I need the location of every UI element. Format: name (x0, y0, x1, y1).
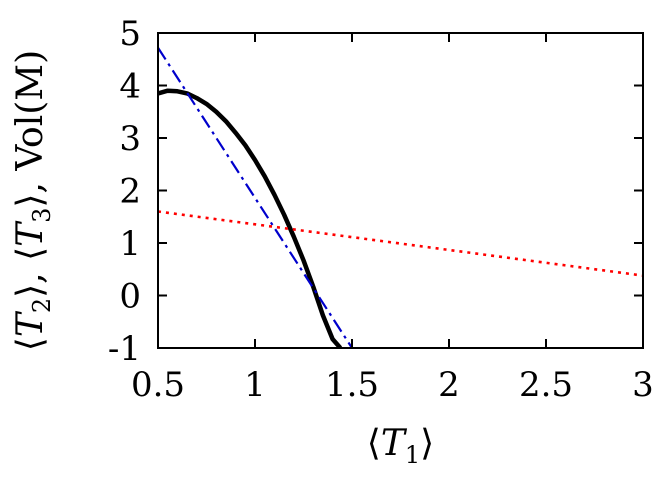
label-part-0-sub: 1 (405, 441, 420, 469)
label-part-0-var: T (10, 310, 51, 337)
plot-frame (157, 32, 644, 349)
y-tick-label-6: 5 (119, 14, 141, 54)
series-line-0 (158, 88, 343, 348)
label-part-0-post: ⟩ (420, 423, 434, 464)
x-axis-label: ⟨T1⟩ (367, 423, 434, 469)
series-layer (158, 47, 643, 348)
label-part-0-post: ⟩, (10, 261, 51, 298)
y-tick-labels: -1 0 1 2 3 4 5 (108, 14, 141, 369)
y-tick-label-4: 3 (119, 119, 141, 159)
x-tick-label-2: 1.5 (325, 365, 379, 405)
label-part-1-post: ⟩, (10, 171, 51, 208)
x-tick-label-5: 3 (632, 365, 654, 405)
label-part-1-pre: ⟨ (10, 247, 51, 261)
label-part-1-var: T (10, 220, 51, 247)
y-tick-label-5: 4 (119, 67, 141, 107)
label-part-0-var: T (381, 423, 408, 464)
x-tick-label-1: 1 (244, 365, 266, 405)
x-tick-label-0: 0.5 (131, 365, 185, 405)
series-line-1 (158, 47, 353, 348)
label-part-0-pre: ⟨ (10, 337, 51, 351)
x-tick-labels: 0.5 1 1.5 2 2.5 3 (131, 365, 654, 405)
series-line-2 (158, 210, 643, 277)
label-part-0-sub: 2 (28, 298, 56, 313)
x-tick-label-4: 2.5 (519, 365, 573, 405)
ticks-layer (157, 32, 644, 349)
label-part-0-pre: ⟨ (367, 423, 381, 464)
y-tick-label-0: -1 (108, 329, 141, 369)
x-tick-label-3: 2 (438, 365, 460, 405)
y-tick-label-1: 0 (119, 277, 141, 317)
y-tick-label-2: 1 (119, 224, 141, 264)
label-part-2-pre: Vol(M) (10, 50, 51, 172)
y-tick-label-3: 2 (119, 172, 141, 212)
label-part-1-sub: 3 (28, 208, 56, 223)
y-axis-label: ⟨T2⟩, ⟨T3⟩, Vol(M) (10, 50, 56, 351)
